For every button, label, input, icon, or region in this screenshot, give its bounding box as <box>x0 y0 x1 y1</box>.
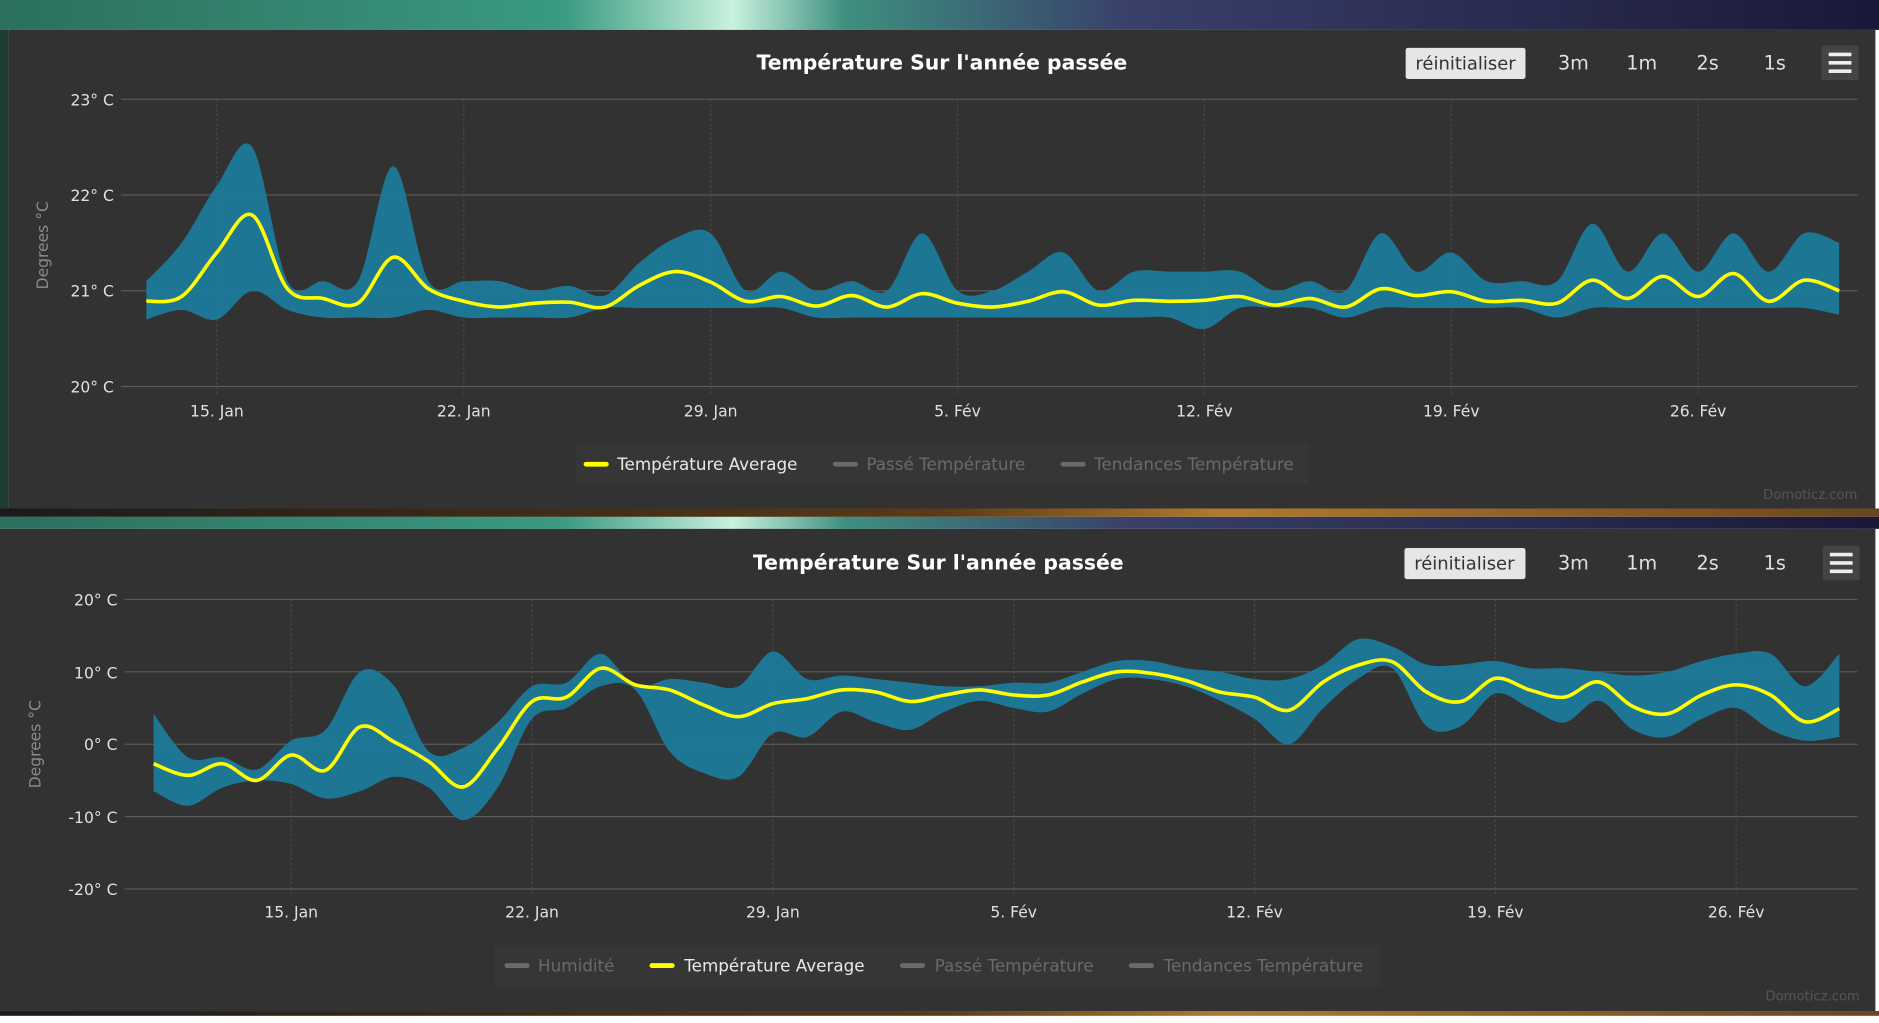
reset-zoom-label[interactable]: réinitialiser <box>1415 53 1516 74</box>
x-tick-label: 26. Fév <box>1708 904 1765 922</box>
x-tick-label: 15. Jan <box>264 904 318 922</box>
svg-text:Température Average: Température Average <box>683 956 864 976</box>
x-tick-label: 19. Fév <box>1423 402 1480 420</box>
zoom-1m-button[interactable]: 1m <box>1626 552 1657 575</box>
temperature-chart-panel-1: Température Sur l'année passée réinitial… <box>8 29 1876 509</box>
temperature-range-area <box>146 143 1840 330</box>
y-axis-title: Degrees °C <box>27 700 45 788</box>
x-tick-label: 29. Jan <box>684 402 738 420</box>
credit-link[interactable]: Domoticz.com <box>1763 488 1857 503</box>
reset-zoom-button[interactable]: réinitialiser <box>1404 547 1526 580</box>
y-tick-label: 10° C <box>74 664 118 682</box>
x-tick-label: 22. Jan <box>505 904 559 922</box>
y-tick-label: -20° C <box>68 881 117 899</box>
chart-title: Température Sur l'année passée <box>753 551 1124 575</box>
chart-title: Température Sur l'année passée <box>757 50 1128 74</box>
svg-text:Passé Température: Passé Température <box>935 956 1094 976</box>
zoom-1s-button[interactable]: 1s <box>1764 51 1786 74</box>
hamburger-menu-icon[interactable] <box>1822 545 1860 581</box>
x-tick-label: 22. Jan <box>437 402 491 420</box>
legend-item-temperature-average[interactable]: Température Average <box>649 956 865 976</box>
background-band <box>0 0 1879 30</box>
y-tick-label: 22° C <box>70 187 114 205</box>
svg-text:Température Average: Température Average <box>616 454 797 474</box>
temperature-chart-panel-2: Température Sur l'année passée réinitial… <box>0 528 1876 1012</box>
temperature-average-line <box>152 658 1841 789</box>
temperature-average-line <box>146 212 1840 310</box>
reset-zoom-label[interactable]: réinitialiser <box>1414 554 1515 575</box>
legend-item-tendances-temperature[interactable]: Tendances Température <box>1128 956 1364 976</box>
background-band <box>0 516 1879 529</box>
zoom-3m-button[interactable]: 3m <box>1558 51 1589 74</box>
x-tick-label: 19. Fév <box>1467 904 1524 922</box>
svg-text:Passé Température: Passé Température <box>866 454 1025 474</box>
legend-item-temperature-average[interactable]: Température Average <box>583 454 798 474</box>
legend-box <box>575 442 1309 485</box>
y-tick-label: 0° C <box>84 736 118 754</box>
x-tick-label: 5. Fév <box>990 904 1037 922</box>
x-tick-label: 5. Fév <box>934 402 981 420</box>
background-band <box>0 29 9 509</box>
y-axis-title: Degrees °C <box>34 201 52 289</box>
zoom-3m-button[interactable]: 3m <box>1558 552 1589 575</box>
zoom-2s-button[interactable]: 2s <box>1697 51 1719 74</box>
x-tick-label: 12. Fév <box>1226 904 1283 922</box>
legend-item-passe-temperature[interactable]: Passé Température <box>899 956 1094 976</box>
background-band <box>0 1011 1879 1016</box>
zoom-1s-button[interactable]: 1s <box>1764 552 1786 575</box>
zoom-2s-button[interactable]: 2s <box>1697 552 1719 575</box>
y-tick-label: -10° C <box>68 809 117 827</box>
legend-item-humidite[interactable]: Humidité <box>504 956 615 976</box>
y-tick-label: 20° C <box>70 378 114 396</box>
zoom-1m-button[interactable]: 1m <box>1626 51 1657 74</box>
hamburger-menu-icon[interactable] <box>1821 45 1859 81</box>
legend-item-tendances-temperature[interactable]: Tendances Température <box>1060 454 1294 474</box>
y-tick-label: 20° C <box>74 591 118 609</box>
y-tick-label: 21° C <box>70 283 114 301</box>
svg-text:Humidité: Humidité <box>538 956 614 976</box>
y-tick-label: 23° C <box>70 91 114 109</box>
x-tick-label: 12. Fév <box>1176 402 1233 420</box>
svg-text:Tendances Température: Tendances Température <box>1093 454 1294 474</box>
legend-item-passe-temperature[interactable]: Passé Température <box>832 454 1025 474</box>
x-tick-label: 26. Fév <box>1670 402 1727 420</box>
background-band <box>0 508 1879 517</box>
x-tick-label: 29. Jan <box>746 904 800 922</box>
credit-link[interactable]: Domoticz.com <box>1765 989 1859 1004</box>
x-tick-label: 15. Jan <box>190 402 244 420</box>
svg-text:Tendances Température: Tendances Température <box>1163 956 1364 976</box>
reset-zoom-button[interactable]: réinitialiser <box>1405 47 1526 79</box>
legend-box <box>493 945 1381 988</box>
